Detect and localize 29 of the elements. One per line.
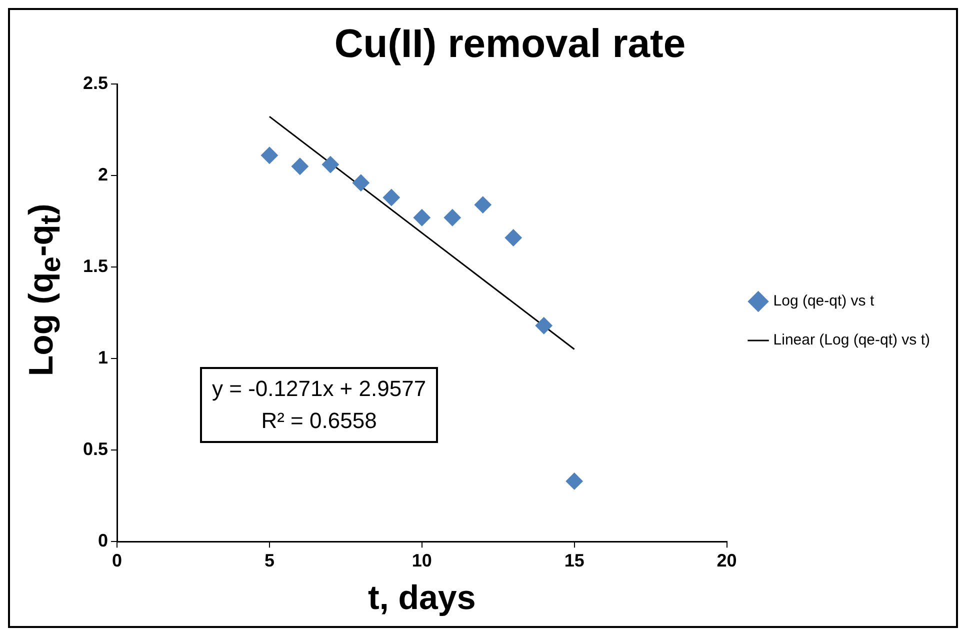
point — [291, 158, 308, 175]
x-tick-label: 5 — [264, 550, 274, 570]
point — [382, 188, 400, 206]
x-axis-title: t, days — [368, 578, 476, 617]
point — [322, 156, 339, 174]
point — [444, 209, 461, 226]
x-tick-label: 0 — [112, 550, 122, 570]
y-tick-label: 2.5 — [82, 72, 108, 93]
y-tick-label: 2 — [98, 164, 108, 184]
point — [474, 196, 492, 214]
text-box: y = -0.1271x + 2.9577 R² = 0.6558 — [200, 367, 438, 443]
point — [260, 146, 278, 164]
point — [504, 229, 522, 246]
legend-label: Linear (Log (qe-qt) vs t) — [773, 332, 930, 349]
y-tick-label: 1 — [98, 348, 108, 368]
annotation: R² = 0.6558 — [260, 407, 378, 435]
annotation: y = -0.1271x + 2.9577 — [212, 375, 426, 403]
chart-title: Cu(II) removal rate — [334, 22, 686, 66]
x-tick-label: 10 — [412, 550, 432, 570]
y-tick-label: 0 — [98, 530, 108, 551]
point — [413, 209, 430, 226]
x-tick-label: 20 — [716, 550, 737, 570]
point — [352, 174, 370, 192]
x-tick-label: 15 — [564, 550, 584, 570]
point — [566, 472, 583, 490]
y-tick-label: 0.5 — [82, 439, 108, 460]
point — [535, 317, 552, 334]
legend-label: Log (qe-qt) vs t — [773, 292, 875, 310]
y-tick-label: 1.5 — [82, 256, 108, 276]
